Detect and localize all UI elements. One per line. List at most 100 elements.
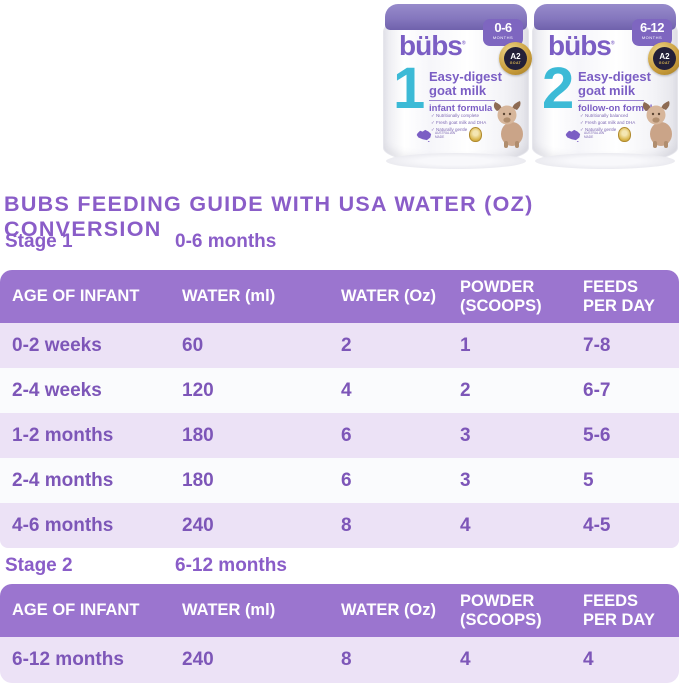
a2-goat-badge-icon: A2 GOAT <box>499 42 532 75</box>
goat-plush-icon <box>642 101 672 148</box>
months-badge: 0-6 MONTHS <box>483 19 523 46</box>
table-row: 1-2 months 180 6 3 5-6 <box>0 413 679 458</box>
feature-checklist: ✓ Nutritionally balanced ✓ Fresh goat mil… <box>580 112 635 134</box>
stage1-table-header: AGE OF INFANT WATER (ml) WATER (Oz) POWDER … <box>0 270 679 323</box>
table-row: 6-12 months 240 8 4 4 <box>0 637 679 683</box>
stage1-label: Stage 1 <box>5 231 73 252</box>
table-cell: 4 <box>341 379 352 401</box>
can-base <box>535 153 675 169</box>
column-header: FEEDS PER DAY <box>583 591 655 629</box>
feature-checklist: ✓ Nutritionally complete ✓ Fresh goat mil… <box>431 112 486 134</box>
table-cell: 180 <box>182 424 214 446</box>
column-header: WATER (ml) <box>182 287 276 306</box>
tagline-divider <box>429 100 495 102</box>
table-cell: 180 <box>182 469 214 491</box>
can-base <box>386 153 526 169</box>
column-header: WATER (Oz) <box>341 601 437 620</box>
checklist-item: ✓ Fresh goat milk and DHA <box>580 120 636 126</box>
gold-crest-icon <box>618 127 631 142</box>
registered-mark: ® <box>461 40 466 47</box>
gold-crest-icon <box>469 127 482 142</box>
column-header: AGE OF INFANT <box>12 287 140 306</box>
stage2-table-body: 6-12 months 240 8 4 4 <box>0 637 679 683</box>
table-row: 0-2 weeks 60 2 1 7-8 <box>0 323 679 368</box>
table-cell: 8 <box>341 649 352 670</box>
table-cell: 6-12 months <box>12 649 124 670</box>
stage2-table: AGE OF INFANT WATER (ml) WATER (Oz) POWDER … <box>0 584 679 683</box>
months-label: MONTHS <box>492 34 514 40</box>
checklist-item: ✓ Nutritionally balanced <box>580 113 629 118</box>
can-stage-1: 0-6 MONTHS bübs® A2 GOAT 1 Easy-digest g… <box>383 4 532 169</box>
months-badge: 6-12 MONTHS <box>632 19 672 46</box>
brand-logo: bübs® <box>399 30 466 61</box>
table-cell: 5 <box>583 469 594 491</box>
table-row: 2-4 weeks 120 4 2 6-7 <box>0 368 679 413</box>
table-cell: 8 <box>341 514 352 536</box>
checklist-item: ✓ Naturally gentle <box>431 127 468 133</box>
table-row: 4-6 months 240 8 4 4-5 <box>0 503 679 548</box>
tagline-divider <box>578 100 644 102</box>
checklist-item: ✓ Fresh goat milk and DHA <box>431 120 487 126</box>
brand-logo: bübs® <box>548 30 615 61</box>
table-cell: 2-4 weeks <box>12 379 102 401</box>
column-header: POWDER (SCOOPS) <box>460 277 542 315</box>
table-cell: 2-4 months <box>12 469 114 491</box>
table-cell: 4 <box>583 649 594 670</box>
stage2-heading: Stage 2 6-12 months <box>0 555 679 579</box>
table-cell: 3 <box>460 424 471 446</box>
table-cell: 6 <box>341 424 352 446</box>
months-range: 0-6 <box>494 20 512 35</box>
stage-number: 1 <box>393 56 426 121</box>
column-header: WATER (Oz) <box>341 287 437 306</box>
stage1-table: AGE OF INFANT WATER (ml) WATER (Oz) POWDER … <box>0 270 679 548</box>
origin-caption: AUSTRALIAN MADE <box>435 130 456 139</box>
table-cell: 5-6 <box>583 424 611 446</box>
stage2-range: 6-12 months <box>175 555 287 576</box>
can-stage-2: 6-12 MONTHS bübs® A2 GOAT 2 Easy-digest … <box>532 4 679 169</box>
stage2-table-header: AGE OF INFANT WATER (ml) WATER (Oz) POWDER … <box>0 584 679 637</box>
table-cell: 4-6 months <box>12 514 114 536</box>
origin-caption: AUSTRALIAN MADE <box>584 130 605 139</box>
column-header: WATER (ml) <box>182 601 276 620</box>
product-cans: 0-6 MONTHS bübs® A2 GOAT 1 Easy-digest g… <box>380 0 679 182</box>
australia-map-icon <box>565 129 581 142</box>
stage-number: 2 <box>542 56 575 121</box>
origin-mark: AUSTRALIAN MADE <box>564 128 604 142</box>
table-cell: 0-2 weeks <box>12 334 102 356</box>
column-header: FEEDS PER DAY <box>583 277 655 315</box>
table-cell: 1-2 months <box>12 424 114 446</box>
checklist-item: ✓ Naturally gentle <box>580 127 617 133</box>
table-cell: 6 <box>341 469 352 491</box>
tagline: Easy-digest goat milk follow-on formula <box>578 69 658 115</box>
stage2-label: Stage 2 <box>5 555 73 576</box>
origin-mark: AUSTRALIAN MADE <box>415 128 455 142</box>
table-row: 2-4 months 180 6 3 5 <box>0 458 679 503</box>
checklist-item: ✓ Nutritionally complete <box>431 113 480 118</box>
page-title: BUBS FEEDING GUIDE WITH USA WATER (OZ) C… <box>4 192 534 241</box>
table-cell: 4 <box>460 649 471 670</box>
goat-plush-icon <box>493 101 523 148</box>
column-header: AGE OF INFANT <box>12 601 140 620</box>
table-cell: 6-7 <box>583 379 611 401</box>
a2-goat-badge-center: A2 GOAT <box>504 47 527 70</box>
a2-goat-badge-icon: A2 GOAT <box>648 42 679 75</box>
table-cell: 3 <box>460 469 471 491</box>
table-cell: 120 <box>182 379 214 401</box>
months-label: MONTHS <box>641 34 663 40</box>
table-cell: 7-8 <box>583 334 611 356</box>
australia-map-icon <box>416 129 432 142</box>
stage1-range: 0-6 months <box>175 231 277 252</box>
table-cell: 1 <box>460 334 471 356</box>
table-cell: 4-5 <box>583 514 611 536</box>
a2-goat-badge-center: A2 GOAT <box>653 47 676 70</box>
registered-mark: ® <box>610 40 615 47</box>
table-cell: 240 <box>182 649 214 670</box>
table-cell: 240 <box>182 514 214 536</box>
stage1-heading: Stage 1 0-6 months <box>0 231 679 255</box>
formula-type: follow-on formula <box>578 103 658 115</box>
formula-type: infant formula <box>429 103 493 115</box>
table-cell: 2 <box>341 334 352 356</box>
table-cell: 4 <box>460 514 471 536</box>
months-range: 6-12 <box>639 20 665 35</box>
